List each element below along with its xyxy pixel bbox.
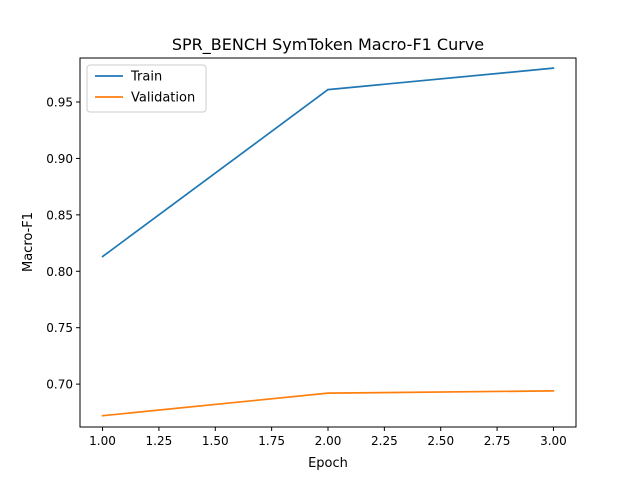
x-tick-label: 2.75	[484, 434, 511, 448]
y-tick-label: 0.95	[46, 96, 73, 110]
chart-title: SPR_BENCH SymToken Macro-F1 Curve	[172, 35, 484, 55]
x-tick-label: 1.25	[146, 434, 173, 448]
data-point-train	[101, 255, 104, 258]
data-point-validation	[101, 414, 104, 417]
legend-train-label: Train	[130, 70, 162, 85]
y-tick-label: 0.80	[46, 265, 73, 279]
y-axis-label: Macro-F1	[21, 212, 36, 272]
x-axis-ticks: 1.00 1.25 1.50 1.75 2.00 2.25 2.50 2.75 3.00	[89, 427, 567, 448]
legend: Train Validation	[86, 64, 207, 113]
series-layer	[101, 67, 555, 417]
x-axis-label: Epoch	[308, 456, 348, 471]
x-tick-label: 2.00	[315, 434, 342, 448]
y-tick-label: 0.85	[46, 208, 73, 222]
data-point-validation	[327, 392, 329, 395]
x-tick-label: 3.00	[540, 434, 567, 448]
y-tick-label: 0.70	[46, 378, 73, 392]
legend-validation-label: Validation	[131, 91, 195, 106]
x-tick-label: 2.50	[427, 434, 454, 448]
x-tick-label: 1.75	[258, 434, 285, 448]
x-tick-label: 1.00	[89, 434, 116, 448]
data-point-validation	[552, 389, 555, 392]
y-axis-ticks: 0.70 0.75 0.80 0.85 0.90 0.95	[46, 96, 80, 392]
plot-area-frame	[79, 57, 577, 428]
y-tick-label: 0.90	[46, 152, 73, 166]
data-point-train	[552, 67, 555, 70]
data-point-train	[327, 88, 329, 91]
y-tick-label: 0.75	[46, 321, 73, 335]
x-tick-label: 1.50	[202, 434, 229, 448]
x-tick-label: 2.25	[371, 434, 398, 448]
